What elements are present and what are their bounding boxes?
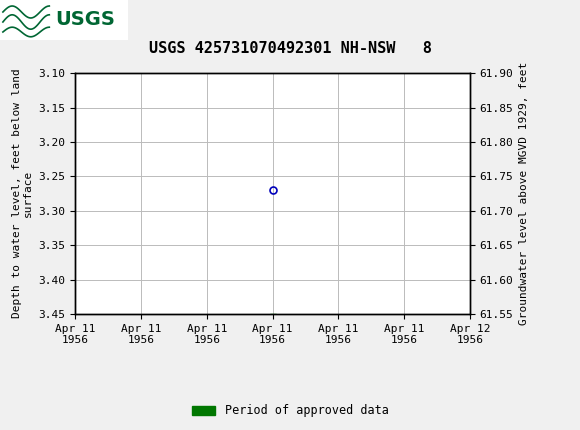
Y-axis label: Groundwater level above MGVD 1929, feet: Groundwater level above MGVD 1929, feet xyxy=(519,62,529,325)
Bar xyxy=(0,0,128,40)
Text: USGS 425731070492301 NH-NSW   8: USGS 425731070492301 NH-NSW 8 xyxy=(148,41,432,56)
Y-axis label: Depth to water level, feet below land
surface: Depth to water level, feet below land su… xyxy=(12,69,33,318)
Legend: Period of approved data: Period of approved data xyxy=(187,399,393,422)
Text: USGS: USGS xyxy=(55,10,115,30)
